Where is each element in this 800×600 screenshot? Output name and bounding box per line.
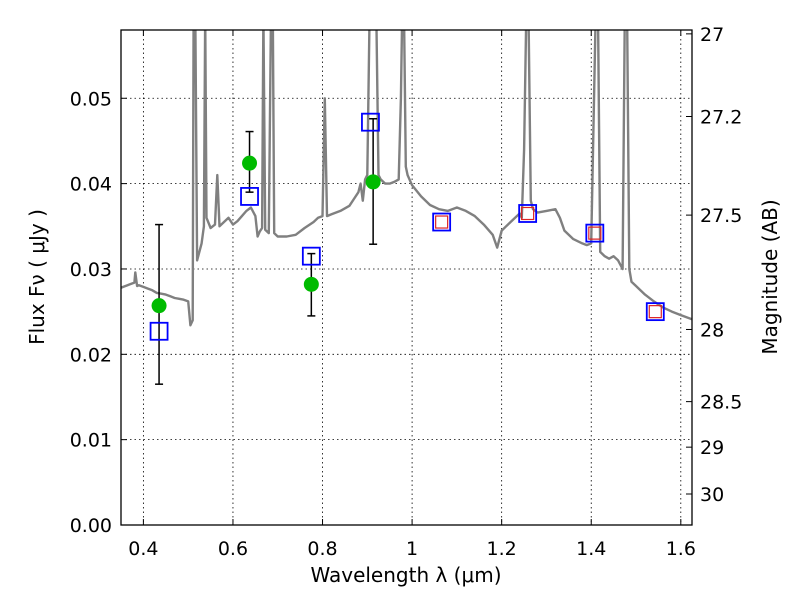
x-tick-label: 1 (406, 538, 418, 560)
y-tick-label: 0.02 (70, 344, 112, 366)
y2-tick-label: 30 (700, 484, 724, 506)
y2-tick-label: 28 (700, 319, 724, 341)
model-square-inner (521, 206, 535, 221)
model-square (301, 246, 321, 266)
y-tick-label: 0.04 (70, 174, 112, 196)
x-tick-label: 0.8 (307, 538, 337, 560)
model-square (361, 112, 380, 132)
model-square-inner (648, 305, 662, 319)
model-square (585, 223, 605, 243)
y2-tick-label: 29 (700, 437, 724, 459)
y-tick-label: 0.03 (70, 259, 112, 281)
observed-points (151, 155, 381, 314)
plot-frame (120, 29, 693, 526)
sed-line (121, 30, 692, 327)
y2-tick-label: 28.5 (700, 392, 742, 414)
y2-tick-label: 27.5 (700, 205, 742, 227)
x-tick-label: 0.6 (218, 538, 248, 560)
y2-tick-label: 27 (700, 24, 724, 46)
model-squares (149, 112, 665, 341)
model-square (645, 302, 665, 322)
x-tick-label: 1.2 (487, 538, 517, 560)
y2-tick-label: 27.2 (700, 106, 742, 128)
x-tick-label: 0.4 (128, 538, 158, 560)
model-square-inner (435, 215, 449, 229)
y-tick-label: 0.05 (70, 88, 112, 110)
x-axis-label: Wavelength λ (μm) (310, 563, 501, 587)
observed-point (151, 298, 167, 314)
axis-ticks: 0.4 0.6 0.8 1 1.2 1.4 1.6 0.00 0.01 0.02 0.03 0.04 0… (70, 24, 743, 560)
model-square (149, 321, 169, 341)
model-square (240, 187, 259, 206)
model-square-inner (588, 226, 602, 240)
y-tick-label: 0.01 (70, 430, 112, 452)
y-axis-label: Flux Fν ( μJy ) (25, 209, 49, 345)
model-square (518, 204, 538, 223)
x-tick-label: 1.6 (666, 538, 696, 560)
y-tick-label: 0.00 (70, 515, 112, 537)
observed-point (303, 276, 319, 292)
y2-axis-label: Magnitude (AB) (758, 199, 782, 354)
error-bars (155, 118, 378, 385)
observed-point (242, 155, 258, 171)
observed-point (365, 174, 381, 190)
sed-template (121, 30, 692, 327)
model-square (432, 212, 452, 232)
x-tick-label: 1.4 (576, 538, 606, 560)
